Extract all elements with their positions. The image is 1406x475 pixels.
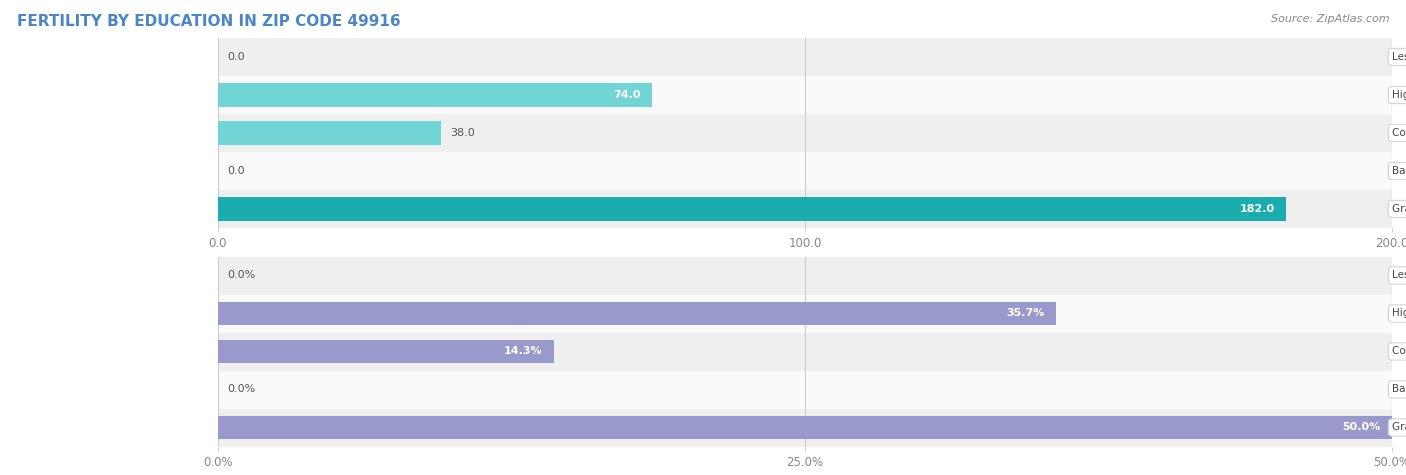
Text: 182.0: 182.0 bbox=[1240, 204, 1275, 214]
Bar bbox=[218, 121, 441, 145]
Bar bbox=[218, 416, 1392, 439]
Text: Source: ZipAtlas.com: Source: ZipAtlas.com bbox=[1271, 14, 1389, 24]
Text: Graduate Degree: Graduate Degree bbox=[1392, 204, 1406, 214]
Text: 0.0%: 0.0% bbox=[228, 270, 256, 281]
Text: College or Associate's Degree: College or Associate's Degree bbox=[1392, 346, 1406, 357]
Bar bbox=[218, 302, 1056, 325]
Text: Bachelor's Degree: Bachelor's Degree bbox=[1392, 166, 1406, 176]
Text: FERTILITY BY EDUCATION IN ZIP CODE 49916: FERTILITY BY EDUCATION IN ZIP CODE 49916 bbox=[17, 14, 401, 29]
Text: 38.0: 38.0 bbox=[450, 128, 475, 138]
Bar bbox=[218, 197, 1286, 221]
Bar bbox=[218, 38, 1392, 76]
Bar bbox=[218, 190, 1392, 228]
Text: College or Associate's Degree: College or Associate's Degree bbox=[1392, 128, 1406, 138]
Text: 50.0%: 50.0% bbox=[1341, 422, 1381, 433]
Text: Bachelor's Degree: Bachelor's Degree bbox=[1392, 384, 1406, 395]
Text: High School Diploma: High School Diploma bbox=[1392, 90, 1406, 100]
Bar bbox=[218, 332, 1392, 371]
Bar bbox=[218, 114, 1392, 152]
Bar bbox=[218, 83, 652, 107]
Text: Less than High School: Less than High School bbox=[1392, 52, 1406, 62]
Text: 35.7%: 35.7% bbox=[1007, 308, 1045, 319]
Text: 74.0: 74.0 bbox=[613, 90, 641, 100]
Text: 0.0%: 0.0% bbox=[228, 384, 256, 395]
Bar bbox=[218, 256, 1392, 294]
Bar bbox=[218, 76, 1392, 114]
Bar bbox=[218, 152, 1392, 190]
Bar bbox=[218, 370, 1392, 408]
Bar bbox=[218, 340, 554, 363]
Text: 0.0: 0.0 bbox=[228, 52, 245, 62]
Text: 14.3%: 14.3% bbox=[503, 346, 541, 357]
Text: Graduate Degree: Graduate Degree bbox=[1392, 422, 1406, 433]
Text: Less than High School: Less than High School bbox=[1392, 270, 1406, 281]
Text: High School Diploma: High School Diploma bbox=[1392, 308, 1406, 319]
Bar bbox=[218, 294, 1392, 332]
Text: 0.0: 0.0 bbox=[228, 166, 245, 176]
Bar bbox=[218, 408, 1392, 446]
